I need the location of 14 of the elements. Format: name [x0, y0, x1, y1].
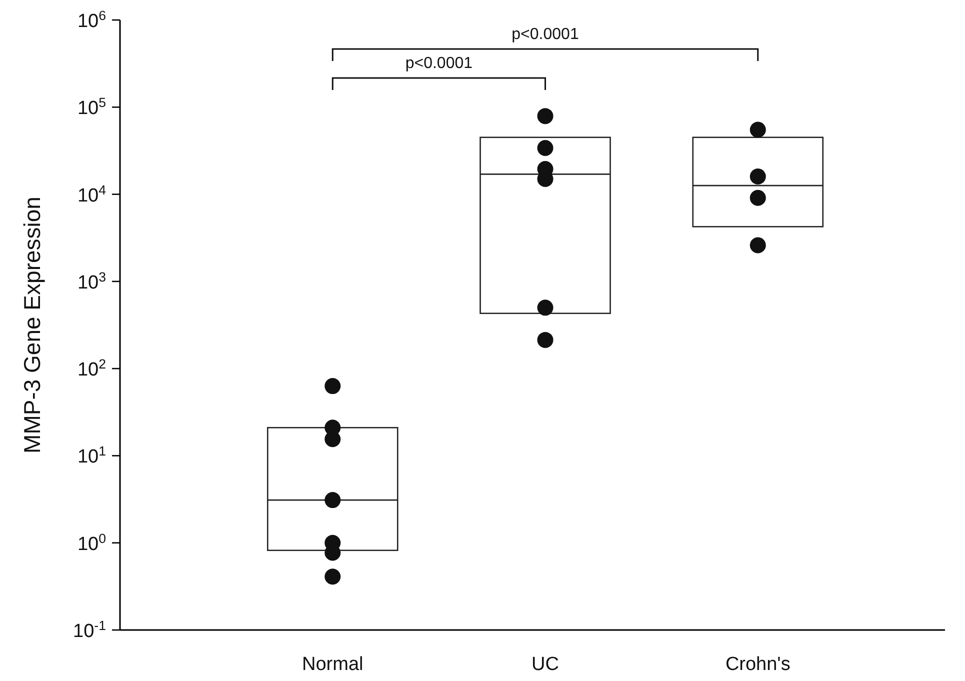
x-tick-label: UC [532, 654, 559, 675]
y-tick-label: 10$^{4}$ [77, 182, 106, 206]
annotation: p<0.0001 [512, 26, 579, 43]
y-tick-label: 10$^{2}$ [77, 356, 106, 381]
x-tick-label: Normal [302, 654, 364, 675]
y-tick-label: 10$^{5}$ [77, 94, 106, 120]
y-tick-label: 10$^{1}$ [77, 443, 106, 468]
annotation: p<0.0001 [405, 55, 473, 72]
y-tick-label: 10$^{0}$ [77, 530, 106, 555]
y-tick-label: 10$^{-1}$ [73, 618, 106, 642]
y-tick-label: 10$^{3}$ [77, 268, 106, 294]
y-axis-title: MMP-3 Gene Expression [19, 196, 45, 454]
y-tick-label: 10$^{6}$ [77, 8, 106, 32]
x-tick-label: Crohn's [725, 654, 790, 675]
